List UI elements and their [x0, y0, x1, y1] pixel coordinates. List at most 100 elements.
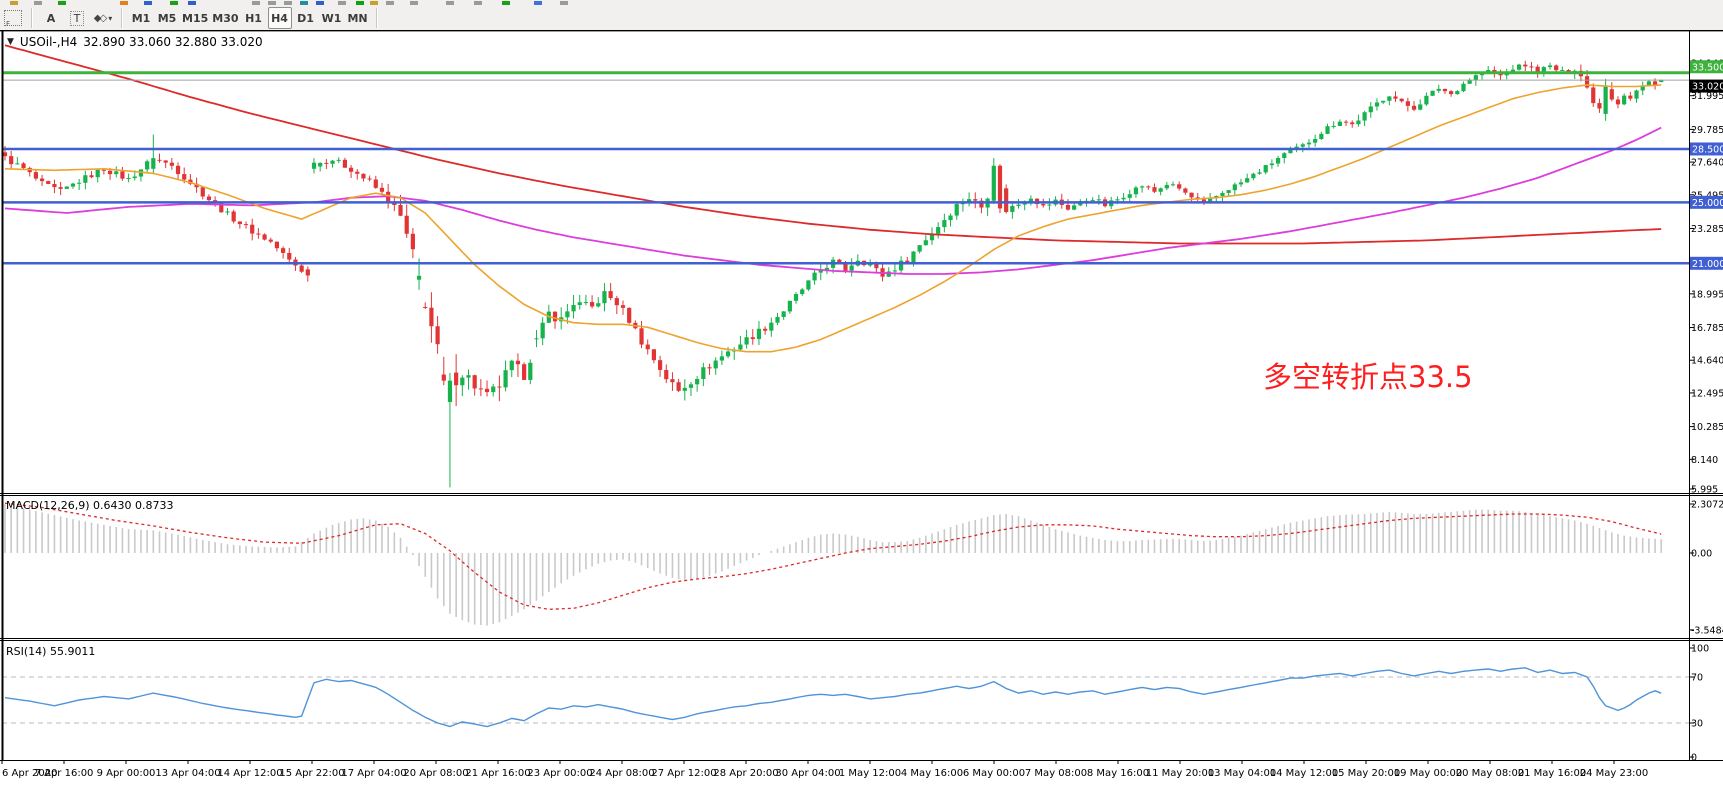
svg-text:0.00: 0.00 — [1691, 549, 1712, 560]
toolbar-separator — [375, 8, 378, 28]
price-axis: 34.14031.99529.78527.64025.49523.28518.9… — [1689, 59, 1723, 764]
time-axis-label: 13 Apr 04:00 — [155, 768, 220, 779]
toolbar-fragment-icon — [370, 1, 378, 5]
panel-borders — [0, 30, 1723, 761]
svg-text:27.640: 27.640 — [1691, 158, 1723, 169]
main-toolbar: F A T ◆◇ ▾ M1 M5 M15 M30 H1 H4 D1 W1 MN — [0, 5, 1723, 32]
time-axis-label: 14 May 12:00 — [1270, 768, 1339, 779]
svg-text:16.785: 16.785 — [1691, 323, 1723, 334]
timeframe-m1-button[interactable]: M1 — [131, 11, 151, 25]
chevron-down-icon: ▾ — [108, 13, 113, 23]
svg-text:25.000: 25.000 — [1692, 198, 1723, 209]
time-axis-label: 24 May 23:00 — [1580, 768, 1649, 779]
toolbar-fragment-icon — [410, 1, 418, 5]
timeframe-h1-button[interactable]: H1 — [245, 11, 262, 25]
svg-text:10.285: 10.285 — [1691, 422, 1723, 433]
svg-text:31.995: 31.995 — [1691, 91, 1723, 102]
svg-text:70: 70 — [1691, 673, 1703, 684]
svg-text:25.495: 25.495 — [1691, 190, 1723, 201]
svg-text:23.285: 23.285 — [1691, 224, 1723, 235]
svg-text:2.3072: 2.3072 — [1691, 500, 1723, 511]
chart-title-bar: ▼ USOil-,H4 32.890 33.060 32.880 33.020 — [7, 35, 263, 49]
moving-averages — [4, 44, 1662, 353]
text-box-tool-button[interactable]: T — [65, 7, 89, 29]
svg-text:8.140: 8.140 — [1691, 455, 1718, 466]
svg-text:30: 30 — [1691, 719, 1703, 730]
text-box-icon: T — [69, 10, 85, 26]
time-axis-label: 24 Apr 08:00 — [589, 768, 654, 779]
svg-text:33.500: 33.500 — [1692, 62, 1723, 73]
time-axis-label: 14 Apr 12:00 — [217, 768, 282, 779]
top-toolbar-partial[interactable] — [0, 0, 1723, 5]
time-axis-label: 28 Apr 20:00 — [713, 768, 778, 779]
svg-text:12.495: 12.495 — [1691, 388, 1723, 399]
timeframe-mn-button[interactable]: MN — [347, 11, 368, 25]
time-axis-label: 7 May 08:00 — [1025, 768, 1087, 779]
time-axis-label: 6 May 00:00 — [963, 768, 1025, 779]
toolbar-fragment-icon — [300, 1, 308, 5]
text-label-tool-button[interactable]: A — [39, 7, 63, 29]
svg-text:18.995: 18.995 — [1691, 289, 1723, 300]
toolbar-fragment-icon — [188, 1, 196, 5]
rsi-indicator-label: RSI(14) 55.9011 — [6, 645, 96, 658]
timeframe-d1-button[interactable]: D1 — [297, 11, 314, 25]
toolbar-fragment-icon — [560, 1, 568, 5]
timeframe-m5-button[interactable]: M5 — [157, 11, 177, 25]
time-axis-label: 8 May 16:00 — [1087, 768, 1149, 779]
grid-f-icon: F — [4, 10, 22, 28]
toolbar-fragment-icon — [120, 1, 128, 5]
time-axis-label: 27 Apr 12:00 — [651, 768, 716, 779]
time-axis-label: 30 Apr 04:00 — [775, 768, 840, 779]
toolbar-fragment-icon — [58, 1, 66, 5]
chart-symbol-period: USOil-,H4 — [19, 35, 78, 49]
toolbar-fragment-icon — [10, 1, 18, 5]
toolbar-fragment-icon — [268, 1, 276, 5]
time-axis-label: 15 Apr 22:00 — [279, 768, 344, 779]
time-axis-label: 21 Apr 16:00 — [465, 768, 530, 779]
toolbar-fragment-icon — [252, 1, 260, 5]
grid-f-tool-button[interactable]: F — [1, 7, 25, 29]
time-axis-label: 23 Apr 00:00 — [527, 768, 592, 779]
toolbar-fragment-icon — [386, 1, 394, 5]
toolbar-fragment-icon — [474, 1, 482, 5]
toolbar-fragment-icon — [170, 1, 178, 5]
toolbar-fragment-icon — [502, 1, 510, 5]
toolbar-fragment-icon — [284, 1, 292, 5]
macd-panel — [4, 502, 1663, 626]
time-axis-label: 11 May 20:00 — [1146, 768, 1215, 779]
timeframe-h4-button[interactable]: H4 — [267, 7, 292, 29]
time-axis-label: 4 May 16:00 — [901, 768, 963, 779]
svg-text:5.995: 5.995 — [1691, 485, 1718, 496]
toolbar-fragment-icon — [34, 1, 42, 5]
macd-indicator-label: MACD(12,26,9) 0.6430 0.8733 — [6, 499, 174, 512]
svg-text:-3.5484: -3.5484 — [1691, 625, 1723, 636]
shapes-tool-button[interactable]: ◆◇ ▾ — [91, 7, 115, 29]
toolbar-separator — [31, 8, 33, 28]
horizontal-lines — [2, 71, 1689, 265]
time-axis-label: 9 Apr 00:00 — [97, 768, 156, 779]
chart-text-annotation: 多空转折点33.5 — [1263, 360, 1473, 394]
timeframe-m15-button[interactable]: M15 — [182, 11, 209, 25]
rsi-panel — [2, 667, 1689, 728]
toolbar-fragment-icon — [356, 1, 364, 5]
toolbar-fragment-icon — [534, 1, 542, 5]
time-axis-label: 17 Apr 04:00 — [341, 768, 406, 779]
time-axis-label: 20 May 08:00 — [1456, 768, 1525, 779]
time-axis-label: 13 May 04:00 — [1208, 768, 1277, 779]
timeframe-w1-button[interactable]: W1 — [321, 11, 342, 25]
toolbar-separator — [121, 8, 123, 28]
svg-text:29.785: 29.785 — [1691, 125, 1723, 136]
svg-text:0: 0 — [1691, 753, 1697, 764]
svg-text:21.000: 21.000 — [1692, 259, 1723, 270]
symbol-dropdown-icon[interactable]: ▼ — [7, 37, 14, 47]
time-axis-label: 6 Apr 2020 — [2, 768, 57, 779]
timeframe-m30-button[interactable]: M30 — [212, 11, 239, 25]
chart-ohlc-values: 32.890 33.060 32.880 33.020 — [83, 35, 263, 49]
toolbar-fragment-icon — [446, 1, 454, 5]
letter-a-icon: A — [46, 11, 56, 25]
svg-text:14.640: 14.640 — [1691, 356, 1723, 367]
svg-text:28.500: 28.500 — [1692, 144, 1723, 155]
